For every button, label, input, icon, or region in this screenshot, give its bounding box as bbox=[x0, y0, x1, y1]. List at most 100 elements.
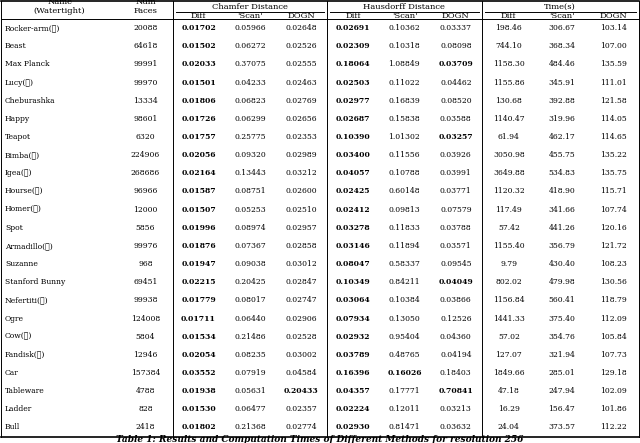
Text: 4788: 4788 bbox=[136, 387, 156, 395]
Text: 0.01876: 0.01876 bbox=[181, 242, 216, 250]
Text: 99970: 99970 bbox=[133, 78, 157, 86]
Text: 0.07919: 0.07919 bbox=[234, 369, 266, 377]
Text: 0.02357: 0.02357 bbox=[285, 405, 317, 413]
Text: 462.17: 462.17 bbox=[548, 133, 575, 141]
Text: 0.02747: 0.02747 bbox=[285, 296, 317, 304]
Text: Suzanne: Suzanne bbox=[5, 260, 38, 268]
Text: 0.11022: 0.11022 bbox=[388, 78, 420, 86]
Text: 0.10362: 0.10362 bbox=[388, 24, 420, 32]
Text: 392.88: 392.88 bbox=[548, 97, 575, 105]
Text: 0.05966: 0.05966 bbox=[234, 24, 266, 32]
Text: 0.16396: 0.16396 bbox=[335, 369, 370, 377]
Text: 0.02691: 0.02691 bbox=[335, 24, 370, 32]
Text: 0.11556: 0.11556 bbox=[388, 151, 420, 159]
Text: 560.41: 560.41 bbox=[548, 296, 575, 304]
Text: 130.68: 130.68 bbox=[495, 97, 522, 105]
Text: 0.07579: 0.07579 bbox=[440, 206, 472, 214]
Text: 130.56: 130.56 bbox=[600, 278, 627, 286]
Text: 0.04584: 0.04584 bbox=[285, 369, 317, 377]
Text: 107.73: 107.73 bbox=[600, 351, 627, 359]
Text: 0.01726: 0.01726 bbox=[181, 115, 216, 123]
Text: 1.08849: 1.08849 bbox=[388, 60, 420, 68]
Text: 156.47: 156.47 bbox=[548, 405, 575, 413]
Text: 430.40: 430.40 bbox=[548, 260, 575, 268]
Text: Ogre: Ogre bbox=[5, 315, 24, 323]
Text: 0.01587: 0.01587 bbox=[181, 187, 216, 195]
Text: 0.08235: 0.08235 bbox=[234, 351, 266, 359]
Text: 0.08047: 0.08047 bbox=[335, 260, 371, 268]
Text: 0.18064: 0.18064 bbox=[335, 60, 370, 68]
Text: 0.03146: 0.03146 bbox=[335, 242, 371, 250]
Text: Beast: Beast bbox=[5, 42, 27, 50]
Text: 69451: 69451 bbox=[133, 278, 157, 286]
Text: 0.16839: 0.16839 bbox=[388, 97, 420, 105]
Text: 0.02906: 0.02906 bbox=[285, 315, 317, 323]
Text: 13334: 13334 bbox=[133, 97, 158, 105]
Text: 0.03002: 0.03002 bbox=[285, 351, 317, 359]
Text: Diff: Diff bbox=[501, 12, 516, 20]
Text: 3050.98: 3050.98 bbox=[493, 151, 525, 159]
Text: 345.91: 345.91 bbox=[548, 78, 575, 86]
Text: 0.01507: 0.01507 bbox=[181, 206, 216, 214]
Text: 135.59: 135.59 bbox=[600, 60, 627, 68]
Text: 0.02555: 0.02555 bbox=[285, 60, 317, 68]
Text: 0.02526: 0.02526 bbox=[285, 42, 317, 50]
Text: 0.48765: 0.48765 bbox=[388, 351, 420, 359]
Text: Teapot: Teapot bbox=[5, 133, 31, 141]
Text: 1155.40: 1155.40 bbox=[493, 242, 525, 250]
Text: 0.25775: 0.25775 bbox=[234, 133, 266, 141]
Text: 0.01757: 0.01757 bbox=[181, 133, 216, 141]
Text: 0.02528: 0.02528 bbox=[285, 333, 317, 341]
Text: 0.04049: 0.04049 bbox=[438, 278, 473, 286]
Text: 268686: 268686 bbox=[131, 169, 160, 177]
Text: Bull: Bull bbox=[5, 424, 20, 431]
Text: Cow(✓): Cow(✓) bbox=[5, 333, 33, 341]
Text: 121.72: 121.72 bbox=[600, 242, 627, 250]
Text: 0.02309: 0.02309 bbox=[335, 42, 370, 50]
Text: 0.03926: 0.03926 bbox=[440, 151, 472, 159]
Text: 0.02033: 0.02033 bbox=[181, 60, 216, 68]
Text: 534.83: 534.83 bbox=[548, 169, 575, 177]
Text: 0.02503: 0.02503 bbox=[335, 78, 370, 86]
Text: 0.03632: 0.03632 bbox=[440, 424, 472, 431]
Text: 0.17771: 0.17771 bbox=[388, 387, 420, 395]
Text: 0.03771: 0.03771 bbox=[440, 187, 472, 195]
Text: 0.01802: 0.01802 bbox=[181, 424, 216, 431]
Text: 0.01806: 0.01806 bbox=[181, 97, 216, 105]
Text: 1849.66: 1849.66 bbox=[493, 369, 525, 377]
Text: 0.02930: 0.02930 bbox=[335, 424, 370, 431]
Text: 98601: 98601 bbox=[133, 115, 157, 123]
Text: Name
(Watertight): Name (Watertight) bbox=[34, 0, 86, 16]
Text: 0.02164: 0.02164 bbox=[181, 169, 216, 177]
Text: 57.42: 57.42 bbox=[498, 224, 520, 232]
Text: 198.46: 198.46 bbox=[495, 24, 522, 32]
Text: 0.84211: 0.84211 bbox=[388, 278, 420, 286]
Text: 120.16: 120.16 bbox=[600, 224, 627, 232]
Text: 0.01501: 0.01501 bbox=[181, 78, 216, 86]
Text: 0.02648: 0.02648 bbox=[285, 24, 317, 32]
Text: 99991: 99991 bbox=[133, 60, 157, 68]
Text: 101.86: 101.86 bbox=[600, 405, 627, 413]
Text: 135.75: 135.75 bbox=[600, 169, 627, 177]
Text: 0.02769: 0.02769 bbox=[285, 97, 317, 105]
Text: 96966: 96966 bbox=[133, 187, 157, 195]
Text: 0.02600: 0.02600 bbox=[285, 187, 317, 195]
Text: 0.08098: 0.08098 bbox=[440, 42, 472, 50]
Text: 12946: 12946 bbox=[133, 351, 157, 359]
Text: Bimba(✓): Bimba(✓) bbox=[5, 151, 40, 159]
Text: 102.09: 102.09 bbox=[600, 387, 627, 395]
Text: 124008: 124008 bbox=[131, 315, 160, 323]
Text: 0.02412: 0.02412 bbox=[335, 206, 370, 214]
Text: 418.90: 418.90 bbox=[548, 187, 575, 195]
Text: 0.09038: 0.09038 bbox=[234, 260, 266, 268]
Text: DOGN: DOGN bbox=[600, 12, 627, 20]
Text: 114.65: 114.65 bbox=[600, 133, 627, 141]
Text: 354.76: 354.76 bbox=[548, 333, 575, 341]
Text: Happy: Happy bbox=[5, 115, 30, 123]
Text: 0.03571: 0.03571 bbox=[440, 242, 472, 250]
Text: 0.03709: 0.03709 bbox=[438, 60, 473, 68]
Text: 0.04194: 0.04194 bbox=[440, 351, 472, 359]
Text: 0.02687: 0.02687 bbox=[335, 115, 370, 123]
Text: 0.06440: 0.06440 bbox=[234, 315, 266, 323]
Text: 103.14: 103.14 bbox=[600, 24, 627, 32]
